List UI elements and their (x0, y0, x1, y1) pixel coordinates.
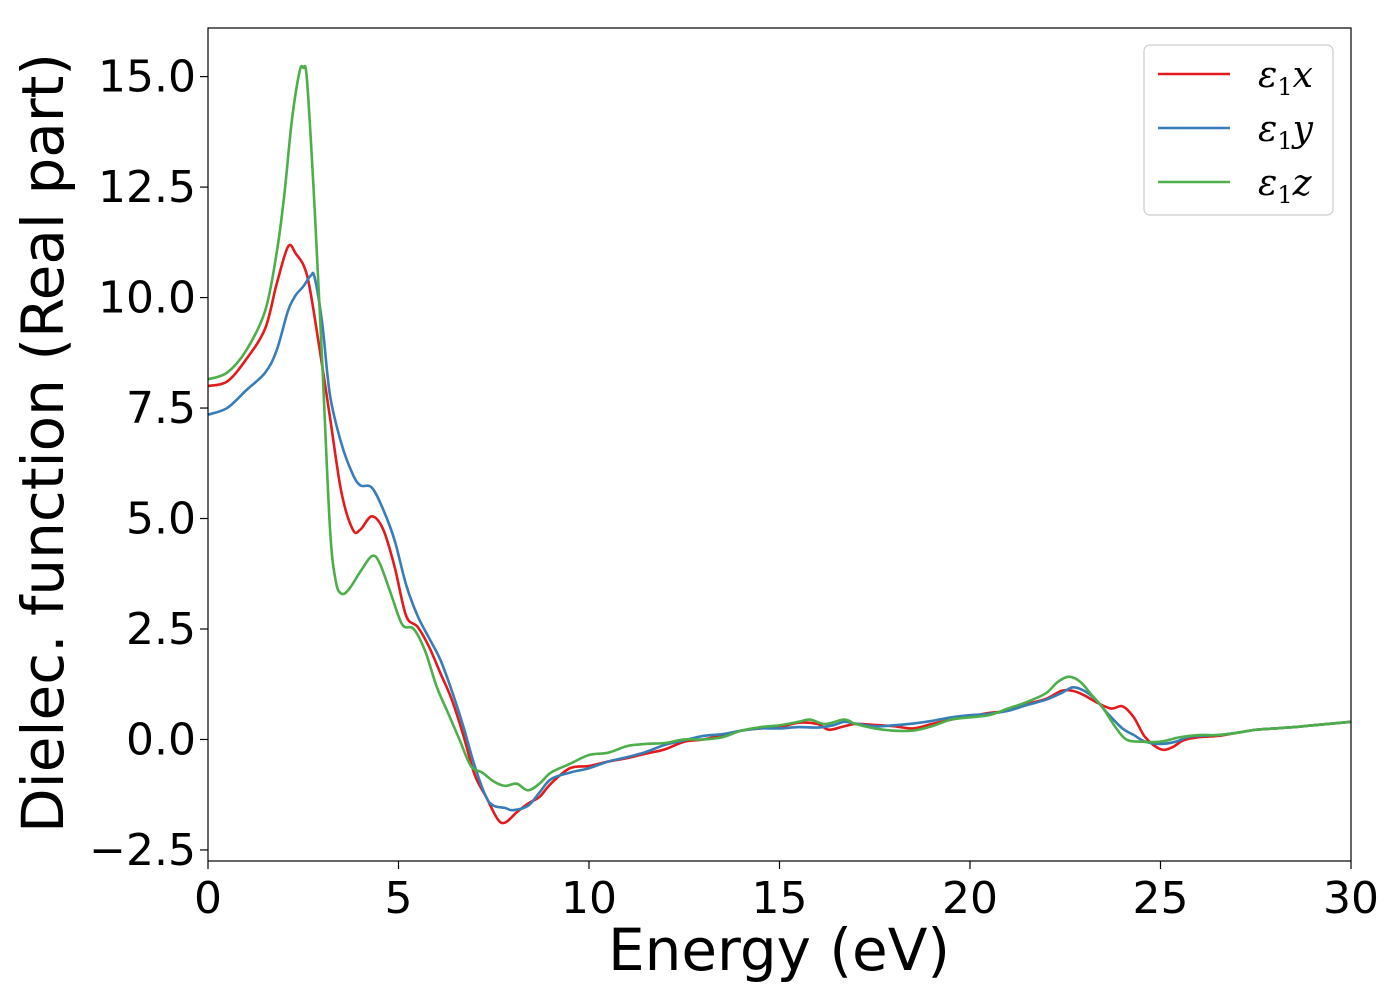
legend-label-z: ε1z (1258, 163, 1313, 209)
y-axis: −2.5 0.0 2.5 5.0 7.5 10.0 12.5 15.0 (89, 52, 208, 876)
y-tick-label: 7.5 (126, 383, 196, 434)
legend-box (1143, 44, 1334, 216)
legend-label-y: ε1y (1258, 109, 1314, 155)
y-tick-label: 2.5 (126, 604, 196, 655)
line-layer (207, 64, 1352, 825)
y-tick-label: 12.5 (98, 162, 196, 213)
x-tick-label: 5 (385, 873, 413, 924)
legend-label-x: ε1x (1258, 55, 1313, 101)
y-tick-label: 15.0 (98, 52, 196, 103)
y-axis-title: Dielec. function (Real part) (9, 53, 77, 833)
x-tick-label: 30 (1323, 873, 1379, 924)
y-tick-label: −2.5 (89, 825, 196, 876)
x-tick-label: 15 (752, 873, 808, 924)
y-tick-label: 0.0 (126, 714, 196, 765)
y-tick-label: 5.0 (126, 494, 196, 545)
x-tick-label: 10 (561, 873, 617, 924)
y-tick-label: 10.0 (98, 273, 196, 324)
x-tick-label: 20 (942, 873, 998, 924)
x-tick-label: 0 (194, 873, 222, 924)
series-line-y (207, 271, 1352, 812)
legend: ε1x ε1y ε1z (1143, 44, 1334, 216)
x-axis-title: Energy (eV) (608, 916, 950, 984)
series-line-z (207, 64, 1352, 792)
x-tick-label: 25 (1133, 873, 1189, 924)
x-axis: 0 5 10 15 20 25 30 (194, 861, 1379, 924)
